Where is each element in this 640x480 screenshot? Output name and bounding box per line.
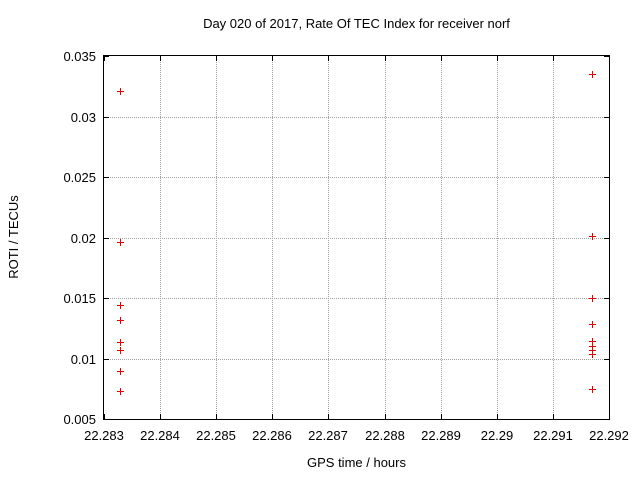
x-gridline bbox=[216, 56, 217, 419]
x-tick-mark bbox=[385, 56, 386, 61]
x-tick-mark bbox=[441, 56, 442, 61]
y-gridline bbox=[104, 238, 609, 239]
x-tick-mark bbox=[272, 414, 273, 419]
x-gridline bbox=[385, 56, 386, 419]
y-tick-label: 0.02 bbox=[70, 231, 96, 246]
data-point-marker bbox=[588, 294, 596, 302]
y-tick-mark bbox=[604, 419, 609, 420]
x-tick-mark bbox=[497, 56, 498, 61]
x-tick-mark bbox=[609, 414, 610, 419]
y-tick-label: 0.035 bbox=[63, 49, 96, 64]
y-gridline bbox=[104, 359, 609, 360]
y-tick-mark bbox=[104, 117, 109, 118]
x-tick-mark bbox=[553, 414, 554, 419]
data-point-marker bbox=[117, 301, 125, 309]
x-tick-mark bbox=[441, 414, 442, 419]
x-gridline bbox=[160, 56, 161, 419]
data-point-marker bbox=[588, 232, 596, 240]
y-tick-mark bbox=[104, 359, 109, 360]
y-tick-mark bbox=[104, 238, 109, 239]
x-tick-label: 22.288 bbox=[365, 428, 405, 443]
x-tick-mark bbox=[216, 56, 217, 61]
y-tick-label: 0.01 bbox=[70, 352, 96, 367]
y-tick-mark bbox=[104, 177, 109, 178]
x-gridline bbox=[553, 56, 554, 419]
x-gridline bbox=[272, 56, 273, 419]
data-point-marker bbox=[117, 387, 125, 395]
data-point-marker bbox=[588, 321, 596, 329]
y-tick-label: 0.005 bbox=[63, 412, 96, 427]
y-tick-mark bbox=[604, 238, 609, 239]
y-tick-label: 0.03 bbox=[70, 110, 96, 125]
data-point-marker bbox=[588, 351, 596, 359]
x-axis-title: GPS time / hours bbox=[307, 455, 406, 470]
y-tick-mark bbox=[104, 56, 109, 57]
data-point-marker bbox=[117, 368, 125, 376]
data-point-marker bbox=[588, 386, 596, 394]
x-tick-mark bbox=[385, 414, 386, 419]
x-tick-label: 22.291 bbox=[533, 428, 573, 443]
x-tick-label: 22.285 bbox=[196, 428, 236, 443]
x-tick-mark bbox=[160, 56, 161, 61]
data-point-marker bbox=[117, 317, 125, 325]
x-tick-label: 22.289 bbox=[421, 428, 461, 443]
x-tick-mark bbox=[553, 56, 554, 61]
y-tick-mark bbox=[104, 298, 109, 299]
x-gridline bbox=[497, 56, 498, 419]
x-tick-mark bbox=[497, 414, 498, 419]
x-tick-label: 22.283 bbox=[84, 428, 124, 443]
x-tick-mark bbox=[328, 414, 329, 419]
data-point-marker bbox=[588, 70, 596, 78]
y-tick-mark bbox=[604, 177, 609, 178]
x-tick-mark bbox=[216, 414, 217, 419]
data-point-marker bbox=[117, 238, 125, 246]
x-tick-mark bbox=[609, 56, 610, 61]
data-point-marker bbox=[588, 338, 596, 346]
data-point-marker bbox=[117, 346, 125, 354]
x-gridline bbox=[441, 56, 442, 419]
x-tick-label: 22.284 bbox=[140, 428, 180, 443]
x-gridline bbox=[328, 56, 329, 419]
y-tick-label: 0.015 bbox=[63, 291, 96, 306]
y-tick-mark bbox=[604, 117, 609, 118]
data-point-marker bbox=[588, 346, 596, 354]
x-tick-mark bbox=[104, 56, 105, 61]
chart-title: Day 020 of 2017, Rate Of TEC Index for r… bbox=[203, 16, 510, 31]
x-tick-mark bbox=[328, 56, 329, 61]
plot-area: 22.283 22.284 22.285 22.286 22.287 22.288 22.2… bbox=[63, 49, 628, 443]
x-tick-label: 22.286 bbox=[252, 428, 292, 443]
x-tick-mark bbox=[104, 414, 105, 419]
y-tick-mark bbox=[604, 298, 609, 299]
data-point-marker bbox=[117, 87, 125, 95]
y-gridline bbox=[104, 117, 609, 118]
x-tick-mark bbox=[272, 56, 273, 61]
y-tick-mark bbox=[604, 56, 609, 57]
data-point-marker bbox=[588, 342, 596, 350]
y-tick-label: 0.025 bbox=[63, 170, 96, 185]
y-tick-mark bbox=[604, 359, 609, 360]
data-point-marker bbox=[117, 339, 125, 347]
y-gridline bbox=[104, 177, 609, 178]
x-tick-label: 22.292 bbox=[589, 428, 629, 443]
x-tick-label: 22.29 bbox=[480, 428, 514, 443]
x-tick-mark bbox=[160, 414, 161, 419]
x-tick-label: 22.287 bbox=[308, 428, 348, 443]
y-gridline bbox=[104, 298, 609, 299]
y-tick-mark bbox=[104, 419, 109, 420]
